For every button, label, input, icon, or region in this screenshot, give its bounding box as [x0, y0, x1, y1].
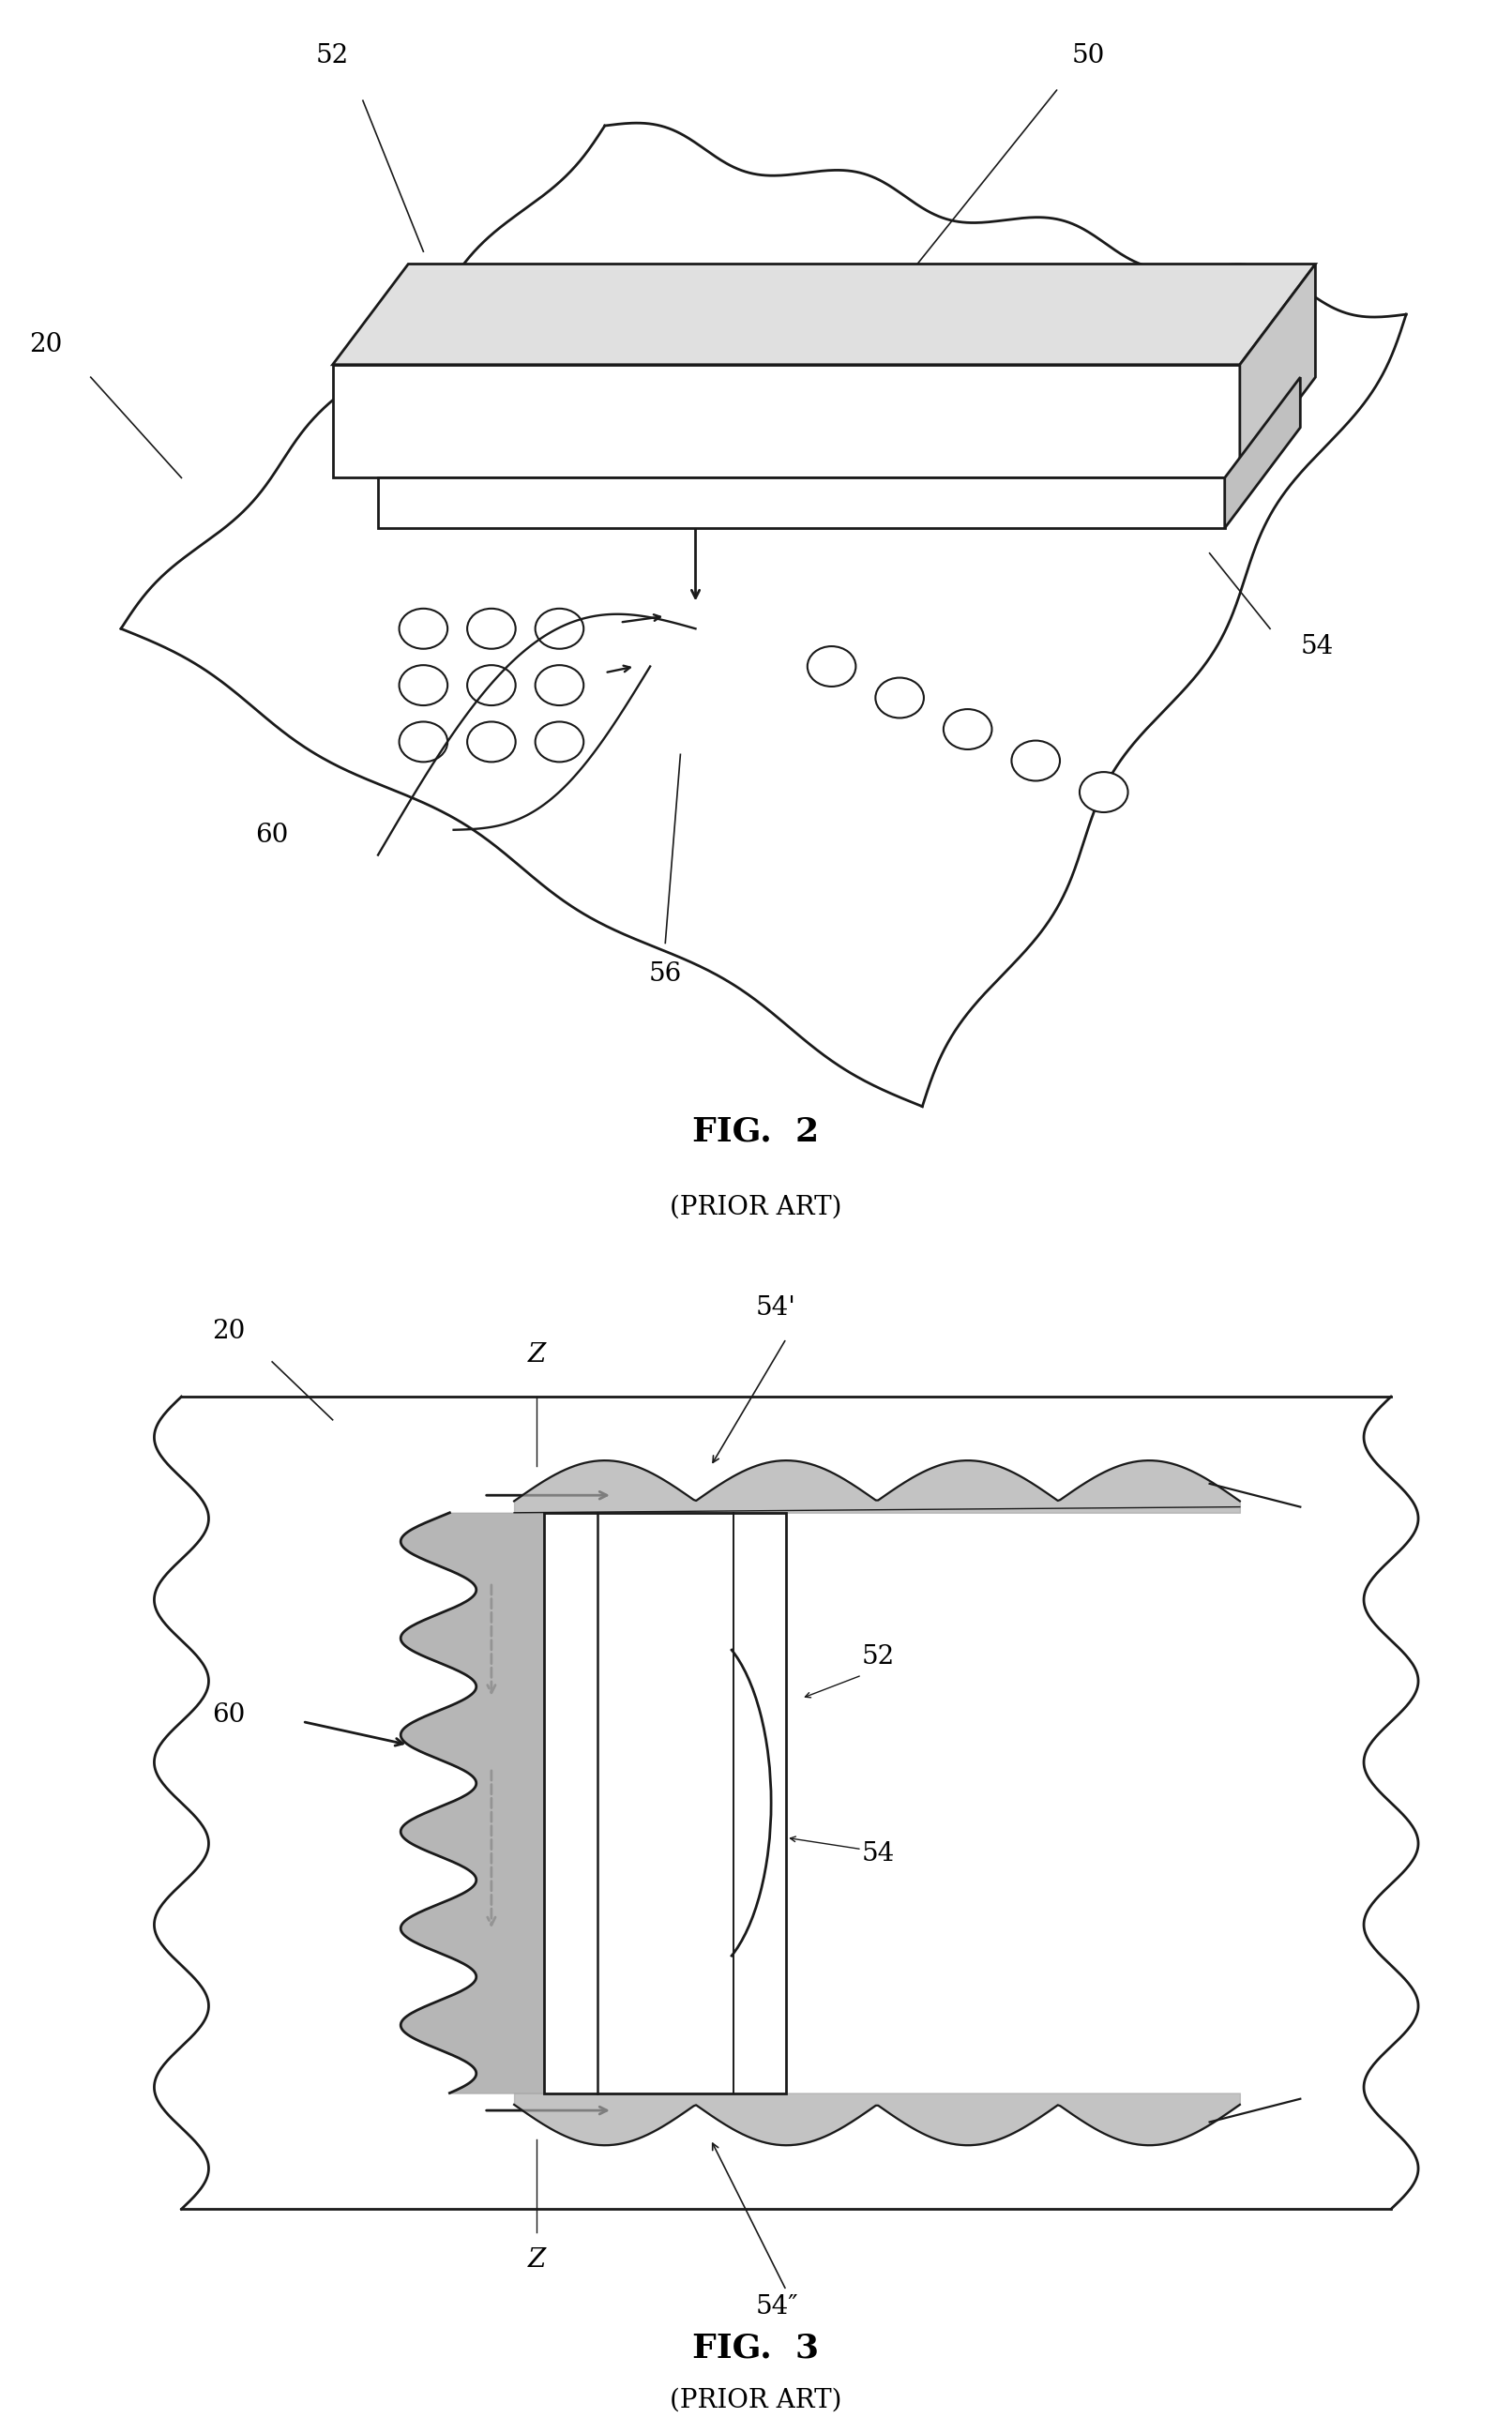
- Text: 50: 50: [1072, 44, 1105, 68]
- Text: 54: 54: [1300, 634, 1334, 660]
- Text: (PRIOR ART): (PRIOR ART): [670, 2389, 842, 2413]
- Polygon shape: [333, 264, 1315, 365]
- Circle shape: [399, 665, 448, 706]
- Polygon shape: [121, 126, 1406, 1107]
- Text: Z: Z: [528, 1342, 546, 1369]
- Circle shape: [399, 609, 448, 648]
- Text: FIG.  3: FIG. 3: [692, 2333, 820, 2365]
- Circle shape: [943, 708, 992, 750]
- Circle shape: [399, 721, 448, 762]
- Circle shape: [535, 665, 584, 706]
- Circle shape: [535, 609, 584, 648]
- Polygon shape: [1225, 377, 1300, 527]
- Bar: [544, 1514, 786, 2094]
- Circle shape: [535, 721, 584, 762]
- Polygon shape: [333, 365, 1240, 479]
- Text: 20: 20: [212, 1318, 245, 1344]
- Text: 54″: 54″: [756, 2295, 798, 2319]
- Circle shape: [807, 646, 856, 687]
- Text: 54': 54': [756, 1296, 797, 1320]
- Text: 52: 52: [316, 44, 349, 68]
- Text: 52: 52: [862, 1644, 895, 1668]
- Text: 56: 56: [649, 960, 682, 987]
- Text: 60: 60: [256, 822, 289, 849]
- Text: 60: 60: [212, 1702, 245, 1726]
- Circle shape: [467, 721, 516, 762]
- Text: 54: 54: [862, 1840, 895, 1867]
- Circle shape: [875, 677, 924, 718]
- Polygon shape: [378, 479, 1225, 527]
- Circle shape: [467, 665, 516, 706]
- Circle shape: [1080, 771, 1128, 812]
- Text: (PRIOR ART): (PRIOR ART): [670, 1194, 842, 1219]
- Polygon shape: [1240, 264, 1315, 479]
- Text: 20: 20: [29, 331, 62, 358]
- Text: FIG.  2: FIG. 2: [692, 1115, 820, 1149]
- Bar: [181, 1398, 1391, 2210]
- Circle shape: [467, 609, 516, 648]
- Text: Z: Z: [528, 2246, 546, 2273]
- Circle shape: [1012, 740, 1060, 781]
